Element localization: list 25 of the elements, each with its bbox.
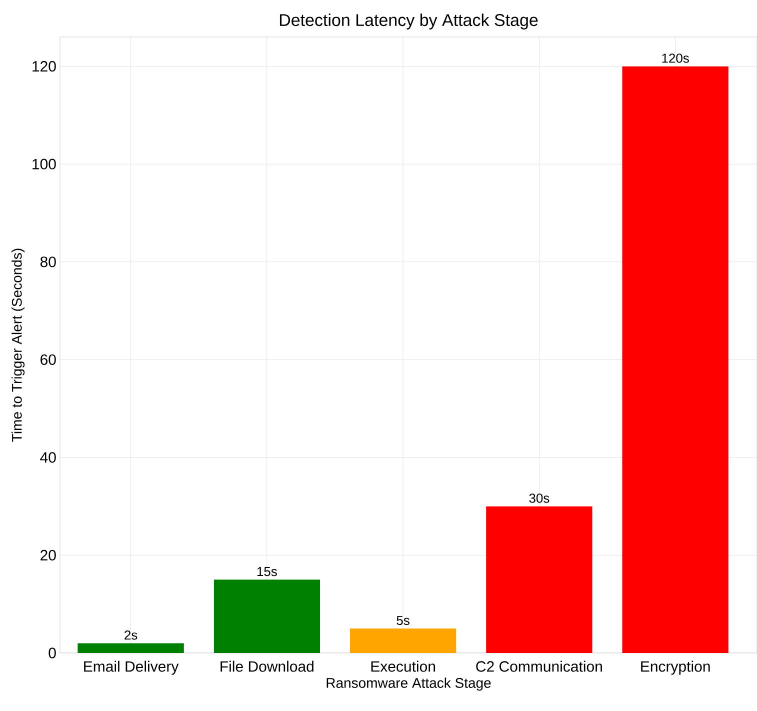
y-tick-label: 20 <box>40 550 56 561</box>
y-tick-label: 60 <box>40 354 56 365</box>
data-label: 15s <box>257 567 277 576</box>
x-axis-title: Ransomware Attack Stage <box>326 678 491 691</box>
bar <box>350 628 456 653</box>
y-tick-label: 100 <box>32 158 56 170</box>
bar <box>214 580 320 653</box>
data-label: 30s <box>529 494 550 503</box>
x-tick-label: Email Delivery <box>84 660 179 675</box>
data-label: 5s <box>396 616 410 626</box>
data-label: 2s <box>124 630 138 640</box>
chart-title: Detection Latency by Attack Stage <box>280 14 538 30</box>
x-tick-label: C2 Communication <box>476 660 602 672</box>
bar <box>78 643 184 653</box>
y-tick-label: 120 <box>32 61 56 72</box>
x-tick-label: Encryption <box>641 660 710 675</box>
y-axis-title: Time to Trigger Alert (Seconds) <box>12 248 25 442</box>
y-tick-label: 0 <box>48 648 56 658</box>
x-tick-label: File Download <box>220 660 314 672</box>
y-tick-label: 40 <box>40 452 56 463</box>
data-label: 120s <box>662 54 689 63</box>
bar <box>622 66 728 653</box>
x-tick-label: Execution <box>371 660 436 672</box>
bar <box>486 506 592 653</box>
y-tick-label: 80 <box>40 256 56 268</box>
